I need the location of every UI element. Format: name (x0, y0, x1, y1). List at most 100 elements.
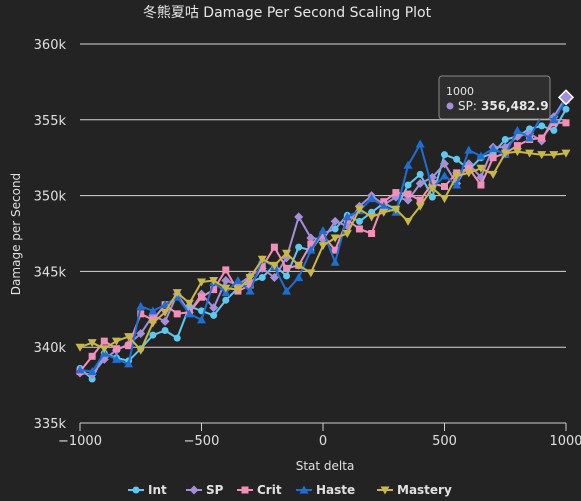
data-point-sp (415, 178, 425, 188)
data-point-sp (209, 303, 219, 313)
data-point-crit (198, 293, 205, 301)
data-point-crit (355, 225, 363, 233)
data-point-mastery (221, 284, 231, 293)
data-point-sp (330, 216, 340, 226)
data-point-haste (111, 354, 121, 363)
y-tick-label: 355k (34, 114, 67, 129)
data-point-mastery (415, 202, 425, 211)
data-point-mastery (269, 261, 279, 270)
series-layer (75, 89, 575, 383)
legend-item-int[interactable]: Int (128, 483, 167, 497)
data-point-int (331, 225, 339, 233)
legend-marker-haste (299, 485, 309, 494)
legend-item-sp[interactable]: SP (186, 483, 224, 497)
data-point-haste (124, 359, 134, 368)
data-point-haste (245, 286, 255, 295)
data-point-int (416, 170, 424, 178)
data-point-crit (416, 196, 424, 204)
data-point-mastery (330, 234, 340, 243)
x-axis-ticks: −1000 −500 0 500 1000 (58, 423, 581, 449)
data-point-haste (148, 306, 158, 315)
data-point-mastery (525, 149, 535, 158)
data-point-sp (440, 159, 449, 169)
data-point-haste (403, 160, 413, 169)
data-point-mastery (500, 149, 510, 158)
data-point-mastery (464, 169, 474, 178)
legend-label-int: Int (148, 483, 167, 497)
data-point-int (149, 331, 157, 339)
data-point-mastery (452, 172, 462, 181)
legend-label-haste: Haste (316, 483, 355, 497)
tooltip-series-label: SP: (458, 99, 477, 113)
y-axis-title: Damage per Second (9, 173, 23, 295)
data-point-int (404, 181, 412, 189)
data-point-sp (403, 195, 413, 205)
data-point-crit (380, 198, 388, 206)
data-point-int (538, 122, 546, 130)
data-point-int (161, 327, 169, 335)
data-point-haste (282, 286, 292, 295)
data-point-haste (440, 171, 449, 180)
legend-item-mastery[interactable]: Mastery (377, 483, 452, 497)
data-point-crit (538, 134, 546, 142)
data-point-mastery (257, 255, 267, 264)
y-tick-label: 345k (34, 265, 67, 280)
data-point-haste (75, 365, 85, 374)
data-point-int (441, 151, 448, 159)
x-tick-label: 0 (319, 434, 327, 449)
data-point-int (526, 125, 534, 133)
data-point-crit (258, 263, 266, 271)
data-point-crit (465, 164, 473, 172)
series-mastery (75, 148, 571, 355)
data-point-haste (160, 300, 170, 309)
data-point-mastery (379, 208, 389, 217)
data-point-mastery (245, 273, 255, 282)
data-point-crit (441, 183, 448, 191)
data-point-haste (87, 366, 97, 375)
data-point-haste (476, 151, 486, 160)
data-point-sp (136, 329, 146, 339)
data-point-mastery (427, 184, 437, 193)
y-tick-label: 360k (34, 38, 67, 53)
data-point-crit (125, 342, 133, 350)
legend-label-sp: SP (206, 483, 224, 497)
data-point-int (210, 311, 218, 319)
data-point-int (501, 136, 509, 144)
data-point-crit (392, 189, 400, 197)
data-point-int (550, 126, 558, 134)
data-point-crit (283, 264, 291, 272)
data-point-crit (307, 240, 315, 248)
data-point-sp (221, 275, 231, 285)
data-point-int (355, 217, 363, 225)
data-point-int (295, 243, 303, 251)
data-point-haste (512, 125, 522, 134)
data-point-mastery (87, 339, 97, 348)
chart-title: 冬熊夏咕 Damage Per Second Scaling Plot (143, 5, 432, 21)
data-point-crit (428, 179, 436, 187)
data-point-int (453, 155, 461, 163)
data-point-crit (477, 181, 485, 189)
data-point-int (222, 296, 230, 304)
legend-marker-mastery (380, 486, 390, 495)
legend-label-crit: Crit (257, 483, 282, 497)
legend-label-mastery: Mastery (397, 483, 452, 497)
legend-marker-int (132, 486, 140, 494)
hovered-data-point[interactable] (557, 89, 575, 106)
data-point-crit (270, 243, 278, 251)
legend-item-crit[interactable]: Crit (237, 483, 282, 497)
data-point-haste (379, 201, 389, 210)
data-point-haste (294, 272, 304, 281)
data-point-mastery (306, 269, 316, 278)
data-point-mastery (294, 261, 304, 270)
data-point-mastery (342, 230, 352, 238)
tooltip-box (438, 75, 551, 120)
legend-item-haste[interactable]: Haste (296, 483, 355, 497)
data-point-mastery (561, 149, 571, 158)
data-point-haste (233, 275, 243, 284)
data-point-haste (415, 139, 425, 148)
legend: Int SP Crit Haste Mastery (128, 483, 452, 497)
data-point-haste (342, 212, 352, 221)
data-point-crit (88, 352, 96, 360)
legend-marker-crit (241, 486, 249, 494)
